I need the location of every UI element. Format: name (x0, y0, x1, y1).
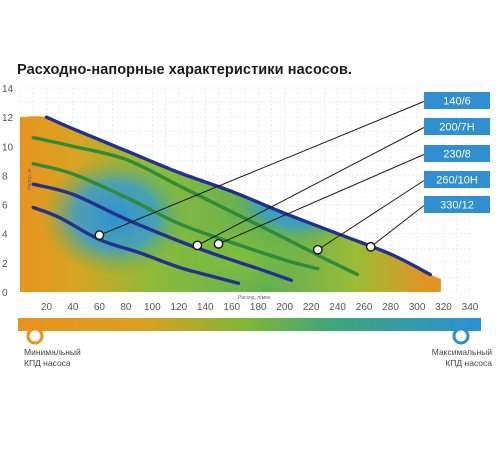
x-tick-label: 160 (223, 302, 240, 313)
x-tick-label: 320 (435, 302, 452, 313)
legend-label-140-6: 140/6 (443, 96, 471, 108)
x-tick-label: 100 (144, 302, 161, 313)
max-efficiency-line2: КПД насоса (445, 357, 492, 368)
legend-box-260-10h (424, 171, 490, 188)
y-tick-label: 14 (2, 84, 14, 95)
leader-line-260-10h (317, 180, 425, 251)
x-tick-label: 120 (170, 302, 187, 313)
min-efficiency-line2: КПД насоса (24, 357, 71, 368)
leader-line-140-6 (99, 101, 425, 236)
curve-legend: 140/6 200/7H 230/8 260/10H 330/12 (424, 92, 490, 213)
leader-line-200-7h (197, 127, 425, 246)
x-tick-label: 40 (67, 302, 79, 313)
x-tick-label: 180 (250, 302, 267, 313)
legend-label-260-10h: 260/10H (436, 175, 478, 187)
legend-box-230-8 (424, 145, 490, 162)
curve-260-10h (31, 135, 360, 277)
max-efficiency-label: Максимальный КПД насоса (432, 347, 492, 368)
y-tick-label: 10 (2, 142, 14, 153)
min-efficiency-marker (26, 327, 44, 345)
min-efficiency-label: Минимальный КПД насоса (24, 347, 81, 368)
x-tick-label: 300 (409, 302, 426, 313)
curve-200-7h (31, 182, 294, 283)
x-axis-ticks: 20 40 60 80 100 120 140 160 180 200 220 240 260 280 30… (41, 302, 479, 313)
legend-box-200-7h (424, 118, 490, 135)
marker-330-12 (365, 241, 376, 252)
y-tick-label: 0 (2, 288, 8, 299)
efficiency-scale (18, 318, 481, 345)
x-axis-label: Расход, л/мин (238, 295, 271, 301)
y-tick-label: 6 (2, 201, 8, 212)
y-axis-label: Напор, м (27, 169, 33, 190)
leader-line-330-12 (370, 205, 425, 248)
legend-label-200-7h: 200/7H (439, 122, 475, 134)
legend-box-330-12 (424, 196, 490, 213)
x-tick-label: 260 (356, 302, 373, 313)
x-tick-label: 240 (329, 302, 346, 313)
efficiency-gradient-bar (18, 318, 481, 331)
x-tick-label: 220 (303, 302, 320, 313)
leader-lines (99, 101, 425, 251)
legend-label-330-12: 330/12 (440, 200, 474, 212)
legend-box-140-6 (424, 92, 490, 109)
x-tick-label: 80 (120, 302, 132, 313)
y-axis-ticks: 0 2 4 6 8 10 12 14 (2, 84, 14, 299)
legend-label-230-8: 230/8 (443, 149, 471, 161)
y-tick-label: 2 (2, 259, 8, 270)
marker-200-7h (192, 240, 203, 251)
max-efficiency-line1: Максимальный (431, 347, 492, 357)
curve-230-8 (31, 162, 320, 271)
x-tick-label: 200 (276, 302, 293, 313)
marker-230-8 (213, 239, 224, 249)
curve-markers (94, 230, 376, 255)
x-tick-label: 20 (41, 302, 53, 313)
x-tick-label: 60 (94, 302, 106, 313)
chart-title: Расходно-напорные характеристики насосов… (17, 62, 353, 78)
x-tick-label: 140 (197, 302, 214, 313)
leader-line-230-8 (218, 154, 425, 245)
max-efficiency-marker (452, 327, 470, 345)
pump-curves (31, 115, 432, 285)
marker-260-10h (312, 244, 323, 255)
y-tick-label: 8 (2, 171, 8, 182)
y-tick-label: 12 (2, 113, 14, 124)
min-efficiency-line1: Минимальный (24, 347, 81, 357)
curve-140-6 (31, 205, 241, 285)
y-tick-label: 4 (2, 230, 8, 241)
x-tick-label: 280 (382, 302, 399, 313)
x-tick-label: 340 (462, 302, 479, 313)
curve-330-12 (44, 115, 432, 277)
marker-140-6 (94, 230, 105, 241)
